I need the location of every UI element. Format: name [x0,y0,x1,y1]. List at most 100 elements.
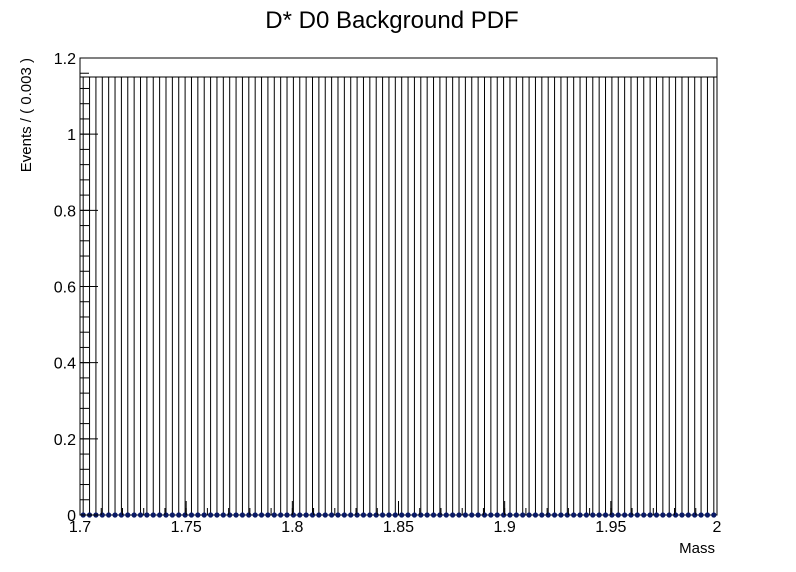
data-point [469,512,475,518]
data-point [367,512,373,518]
data-point [641,512,647,518]
data-point [335,512,341,518]
data-point [545,512,551,518]
data-point [106,512,112,518]
data-point [220,512,226,518]
plot-frame [79,57,718,516]
x-tick-label: 1.75 [171,519,202,536]
y-axis-tick-labels: 0 0.2 0.4 0.6 0.8 1 1.2 [54,51,76,525]
data-point [137,512,144,518]
data-point [182,512,188,518]
data-point [309,512,316,518]
data-point [303,512,309,518]
data-point [481,512,488,518]
data-point [207,512,214,518]
data-point [195,512,201,518]
data-point [258,512,265,518]
y-tick-label: 1 [67,127,76,144]
data-point [227,512,233,518]
data-point [386,512,392,518]
data-point [348,512,354,518]
x-tick-label: 1.9 [494,519,516,536]
x-axis-ticks [79,501,718,515]
data-point [150,512,156,518]
data-point [672,512,679,518]
data-point [99,512,105,518]
data-point [112,512,118,518]
data-point [176,512,182,518]
data-point [501,512,507,518]
data-point [214,512,220,518]
x-tick-label: 1.95 [595,519,626,536]
data-point [564,512,570,518]
data-point [322,512,328,518]
data-point [488,512,494,518]
data-point [290,512,296,518]
data-point [660,512,666,518]
data-point [373,512,379,518]
data-point [666,512,672,518]
data-point [615,512,621,518]
x-tick-label: 2 [713,519,722,536]
x-tick-label: 1.85 [383,519,414,536]
data-point [354,512,360,518]
y-tick-label: 0.4 [54,356,76,373]
error-bars [80,76,717,515]
y-tick-label: 0.2 [54,432,76,449]
data-point [602,512,609,518]
data-points [80,512,717,518]
y-tick-label: 0.8 [54,203,76,220]
data-point [628,512,634,518]
data-point [379,512,386,518]
y-axis-label: Events / ( 0.003 ) [18,58,35,172]
data-point [252,512,258,518]
x-axis-label: Mass [679,540,715,557]
data-point [131,512,137,518]
data-point [443,512,449,518]
data-point [424,512,430,518]
data-point [392,512,398,518]
data-point [329,512,335,518]
data-point [157,512,163,518]
data-point [462,512,468,518]
data-point [494,512,500,518]
data-point [144,512,150,518]
data-point [475,512,481,518]
data-point [125,512,131,518]
data-point [685,512,691,518]
data-point [265,512,271,518]
data-point [513,512,519,518]
data-point [520,512,526,518]
data-point [430,512,437,518]
data-point [679,512,685,518]
data-point [634,512,640,518]
data-point [507,512,513,518]
x-tick-label: 1.8 [281,519,303,536]
data-point [297,512,303,518]
data-point [647,512,653,518]
data-point [278,512,284,518]
data-point [456,512,462,518]
data-point [583,512,590,518]
data-point [571,512,577,518]
data-point [590,512,596,518]
y-tick-label: 0.6 [54,280,76,297]
data-point [239,512,246,518]
data-point [437,512,443,518]
data-point [526,512,532,518]
data-point [246,512,252,518]
data-point [532,512,539,518]
data-point [704,512,711,518]
data-point [341,512,347,518]
data-point [609,512,615,518]
data-point [653,512,660,518]
data-point [405,512,411,518]
data-point [551,512,558,518]
data-point [698,512,704,518]
data-point [284,512,290,518]
y-tick-label: 1.2 [54,51,76,68]
x-axis-tick-labels: 1.7 1.75 1.8 1.85 1.9 1.95 2 [69,519,722,536]
data-point [558,512,564,518]
data-point [450,512,456,518]
